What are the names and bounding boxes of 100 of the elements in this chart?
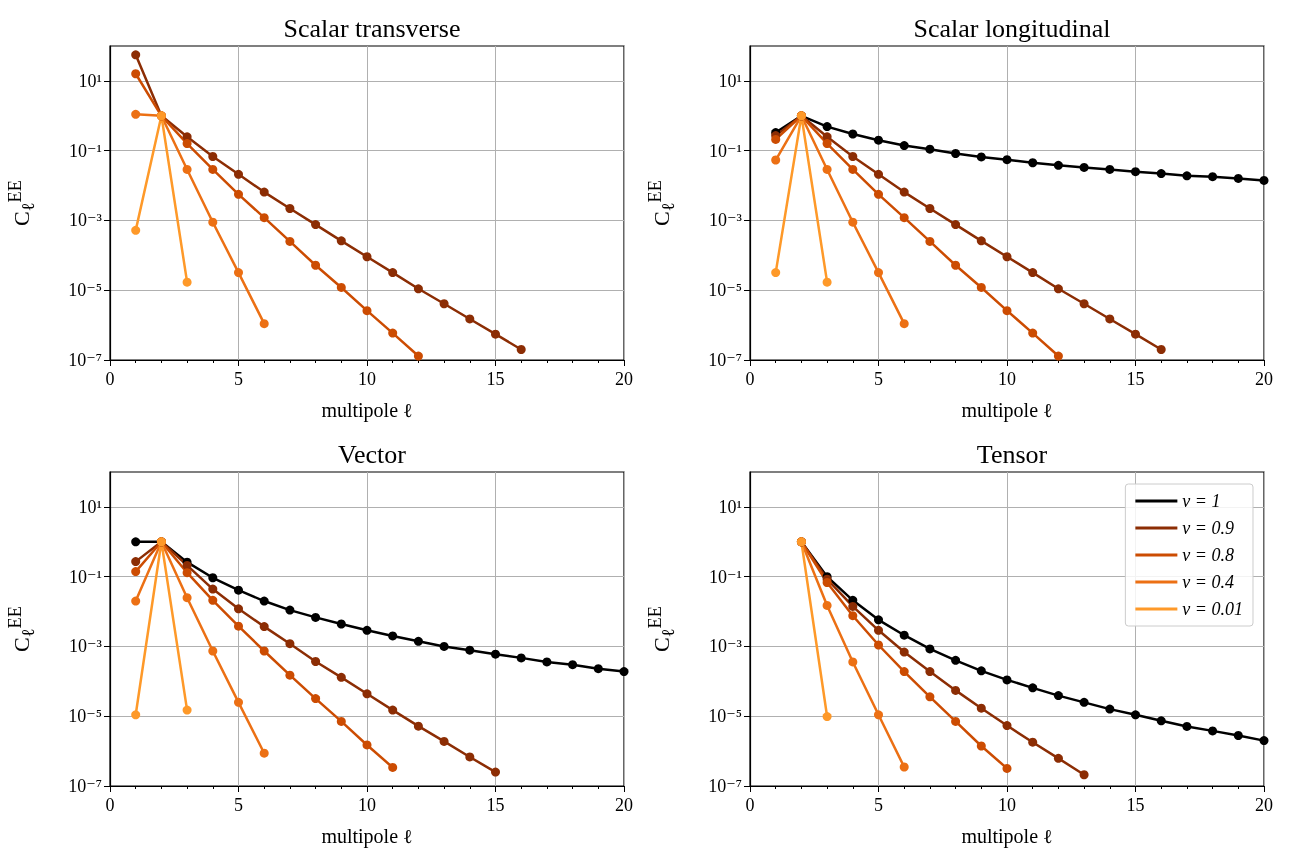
x-tick-label: 20 — [1255, 369, 1273, 389]
x-tick-label: 5 — [874, 369, 883, 389]
point — [182, 705, 192, 715]
point — [976, 236, 986, 246]
point — [874, 615, 883, 625]
y-tick-label: 10⁻⁷ — [68, 350, 102, 370]
point — [259, 213, 269, 223]
point — [976, 152, 986, 162]
point — [439, 299, 449, 309]
x-axis-title: multipole ℓ — [961, 825, 1053, 848]
y-tick-label: 10⁻¹ — [709, 140, 742, 161]
point — [619, 667, 629, 677]
legend-label: v = 0.9 — [1182, 518, 1234, 538]
point — [925, 692, 935, 702]
point — [311, 260, 321, 270]
point — [1028, 268, 1038, 278]
point — [771, 155, 781, 165]
point — [1259, 175, 1269, 185]
y-tick-label: 10⁻⁵ — [68, 706, 102, 727]
point — [899, 762, 909, 772]
x-tick-label: 10 — [358, 369, 376, 389]
point — [336, 716, 346, 726]
point — [208, 646, 218, 656]
point — [899, 630, 909, 640]
x-tick-label: 10 — [358, 795, 376, 815]
point — [234, 189, 243, 199]
point — [1002, 721, 1012, 731]
point — [234, 604, 243, 614]
point — [131, 710, 141, 720]
point — [822, 600, 832, 610]
point — [491, 329, 500, 339]
point — [413, 636, 423, 646]
point — [976, 282, 986, 292]
chart-title: Scalar transverse — [283, 13, 461, 43]
point — [1002, 306, 1012, 316]
point — [208, 152, 218, 162]
y-tick-label: 10⁻¹ — [69, 140, 102, 161]
y-tick-label: 10⁻³ — [709, 210, 743, 231]
point — [336, 672, 346, 682]
y-tick-label: 10⁻⁷ — [68, 776, 102, 796]
point — [362, 625, 372, 635]
point — [259, 596, 269, 606]
point — [568, 660, 578, 670]
point — [1208, 172, 1218, 182]
point — [285, 670, 295, 680]
point — [1002, 763, 1012, 773]
point — [131, 557, 141, 567]
point — [771, 268, 781, 278]
point — [874, 169, 883, 179]
point — [311, 612, 321, 622]
point — [822, 712, 832, 722]
point — [336, 236, 346, 246]
point — [439, 641, 449, 651]
point — [465, 314, 475, 324]
point — [182, 139, 192, 149]
point — [1002, 675, 1012, 685]
point — [1079, 299, 1089, 309]
point — [822, 164, 832, 174]
chart-title: Vector — [338, 439, 407, 469]
point — [131, 567, 141, 577]
point — [874, 640, 883, 650]
point — [208, 595, 218, 605]
point — [1259, 736, 1269, 746]
y-tick-label: 10¹ — [78, 70, 102, 91]
point — [1053, 351, 1063, 361]
point — [259, 187, 269, 197]
point — [899, 213, 909, 223]
chart-title: Tensor — [976, 439, 1048, 469]
point — [822, 139, 832, 149]
x-axis-title: multipole ℓ — [321, 399, 413, 422]
point — [951, 260, 961, 270]
point — [362, 306, 372, 316]
point — [822, 277, 832, 287]
point — [1028, 737, 1038, 747]
point — [848, 129, 858, 139]
point — [388, 631, 398, 641]
point — [925, 204, 935, 213]
point — [874, 189, 883, 199]
point — [336, 619, 346, 629]
point — [848, 657, 858, 667]
point — [516, 345, 526, 354]
point — [234, 697, 243, 707]
legend-label: v = 1 — [1182, 491, 1221, 511]
y-tick-label: 10⁻⁷ — [708, 350, 742, 370]
point — [899, 647, 909, 657]
x-tick-label: 20 — [615, 369, 633, 389]
point — [234, 585, 243, 595]
x-tick-label: 5 — [874, 795, 883, 815]
point — [951, 716, 961, 726]
point — [388, 705, 398, 715]
point — [1233, 173, 1243, 183]
point — [465, 752, 475, 762]
point — [208, 584, 218, 594]
point — [1079, 770, 1089, 780]
point — [285, 639, 295, 649]
point — [413, 351, 423, 361]
point — [182, 277, 192, 287]
point — [311, 220, 321, 230]
point — [951, 148, 961, 158]
point — [234, 621, 243, 631]
